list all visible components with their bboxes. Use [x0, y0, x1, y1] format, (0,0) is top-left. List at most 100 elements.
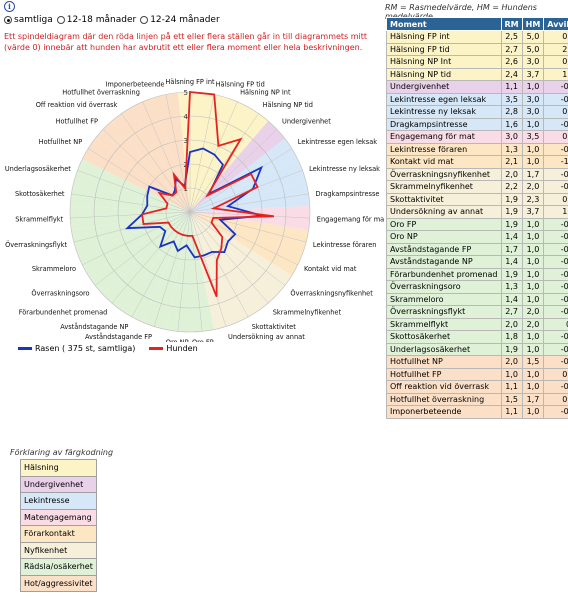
cell-avvikelse: -0,3	[543, 280, 568, 294]
sector-background	[70, 205, 190, 231]
cell-hm: 1,7	[521, 392, 545, 406]
radio-dot-icon[interactable]	[140, 16, 149, 24]
grid-spoke	[111, 211, 191, 304]
sector-background	[190, 97, 249, 212]
color-legend-row: Matengagemang	[20, 508, 97, 526]
cell-avvikelse: 0,4	[543, 192, 568, 206]
sector-background	[190, 212, 238, 330]
table-row: Avståndstagande NP1,41,0-0,4	[386, 255, 568, 269]
category-label: Underlagsosäkerhet	[5, 165, 71, 173]
cell-moment: Dragkampsintresse	[386, 117, 502, 131]
color-legend-row: Undergivenhet	[20, 475, 97, 493]
color-legend-item: Hälsning	[20, 459, 97, 477]
category-label: Skottaktivitet	[252, 323, 297, 331]
grid-spoke	[142, 101, 191, 213]
grid-spoke	[189, 211, 298, 266]
sector-background	[70, 181, 190, 212]
cell-hm: 3,0	[521, 92, 545, 106]
cell-avvikelse: -0,1	[543, 405, 568, 419]
category-label: Hotfullhet FP	[56, 118, 98, 126]
color-legend-item: Förarkontakt	[20, 525, 97, 543]
tick-label: 5	[184, 89, 188, 97]
tick-label: 3	[184, 137, 188, 145]
cell-avvikelse: -0,5	[543, 355, 568, 369]
cell-avvikelse: -0,9	[543, 342, 568, 356]
category-label: Hotfullhet överraskning	[62, 88, 140, 96]
tick-label: 4	[184, 113, 189, 121]
cell-hm: 1,0	[521, 230, 545, 244]
sector-background	[190, 212, 309, 254]
grid-spoke	[189, 211, 307, 243]
cell-rm: 1,1	[500, 80, 523, 94]
grid-spoke	[189, 211, 203, 332]
cell-moment: Överraskningsflykt	[386, 305, 502, 319]
cell-hm: 1,0	[521, 255, 545, 269]
cell-hm: 1,0	[521, 242, 545, 256]
radio-12-18[interactable]: 12-18 månader	[56, 15, 136, 25]
cell-moment: Avståndstagande NP	[386, 255, 502, 269]
cell-hm: 1,0	[521, 367, 545, 381]
grid-spoke	[82, 211, 191, 266]
cell-avvikelse: -0,4	[543, 255, 568, 269]
header-hm: HM	[521, 17, 545, 31]
cell-moment: Avståndstagande FP	[386, 242, 502, 256]
cell-rm: 2,0	[500, 317, 523, 331]
cell-moment: Hälsning FP tid	[386, 42, 502, 56]
cell-avvikelse: -0,4	[543, 230, 568, 244]
sector-background	[190, 212, 215, 332]
cell-avvikelse: -0,1	[543, 80, 568, 94]
cell-moment: Undergivenhet	[386, 80, 502, 94]
category-label: Lekintresse ny leksak	[309, 165, 380, 173]
grid-spoke	[102, 129, 191, 213]
cell-hm: 2,0	[521, 180, 545, 194]
cell-hm: 2,0	[521, 305, 545, 319]
radio-dot-icon[interactable]	[56, 16, 65, 24]
cell-rm: 2,8	[500, 105, 523, 119]
sector-background	[165, 212, 190, 332]
grid-spoke	[70, 211, 191, 219]
category-label: Imponerbeteende	[105, 81, 164, 89]
cell-hm: 2,0	[521, 317, 545, 331]
category-label: Skrammelnyfikenhet	[273, 308, 342, 316]
cell-moment: Förarbundenhet promenad	[386, 267, 502, 281]
cell-hm: 1,0	[521, 405, 545, 419]
info-icon[interactable]: i	[4, 1, 15, 12]
cell-moment: Imponerbeteende	[386, 405, 502, 419]
cell-avvikelse: 0,2	[543, 105, 568, 119]
legend-dog-label: Hunden	[166, 344, 198, 353]
category-label: Off reaktion vid överrask	[36, 101, 118, 109]
cell-rm: 1,4	[500, 230, 523, 244]
cell-hm: 1,0	[521, 280, 545, 294]
radio-12-24[interactable]: 12-24 månader	[140, 15, 220, 25]
cell-hm: 3,5	[521, 130, 545, 144]
grid-spoke	[165, 94, 191, 213]
cell-rm: 1,8	[500, 330, 523, 344]
cell-moment: Hotfullhet FP	[386, 367, 502, 381]
cell-moment: Överraskningsoro	[386, 280, 502, 294]
cell-hm: 1,0	[521, 217, 545, 231]
cell-moment: Hotfullhet NP	[386, 355, 502, 369]
table-row: Oro FP1,91,0-0,9	[386, 217, 568, 231]
radio-samtliga[interactable]: samtliga	[4, 15, 53, 25]
cell-rm: 3,0	[500, 130, 523, 144]
table-row: Avståndstagande FP1,71,0-0,7	[386, 242, 568, 256]
cell-moment: Oro NP	[386, 230, 502, 244]
cell-avvikelse: 0,5	[543, 130, 568, 144]
category-label: Hälsning NP Int	[240, 88, 291, 96]
color-legend-item: Hot/aggressivitet	[20, 574, 97, 592]
radio-dot-checked-icon[interactable]	[4, 16, 12, 24]
cell-moment: Skottaktivitet	[386, 192, 502, 206]
cell-moment: Lekintresse egen leksak	[386, 92, 502, 106]
category-label: Hälsning NP tid	[263, 101, 313, 109]
